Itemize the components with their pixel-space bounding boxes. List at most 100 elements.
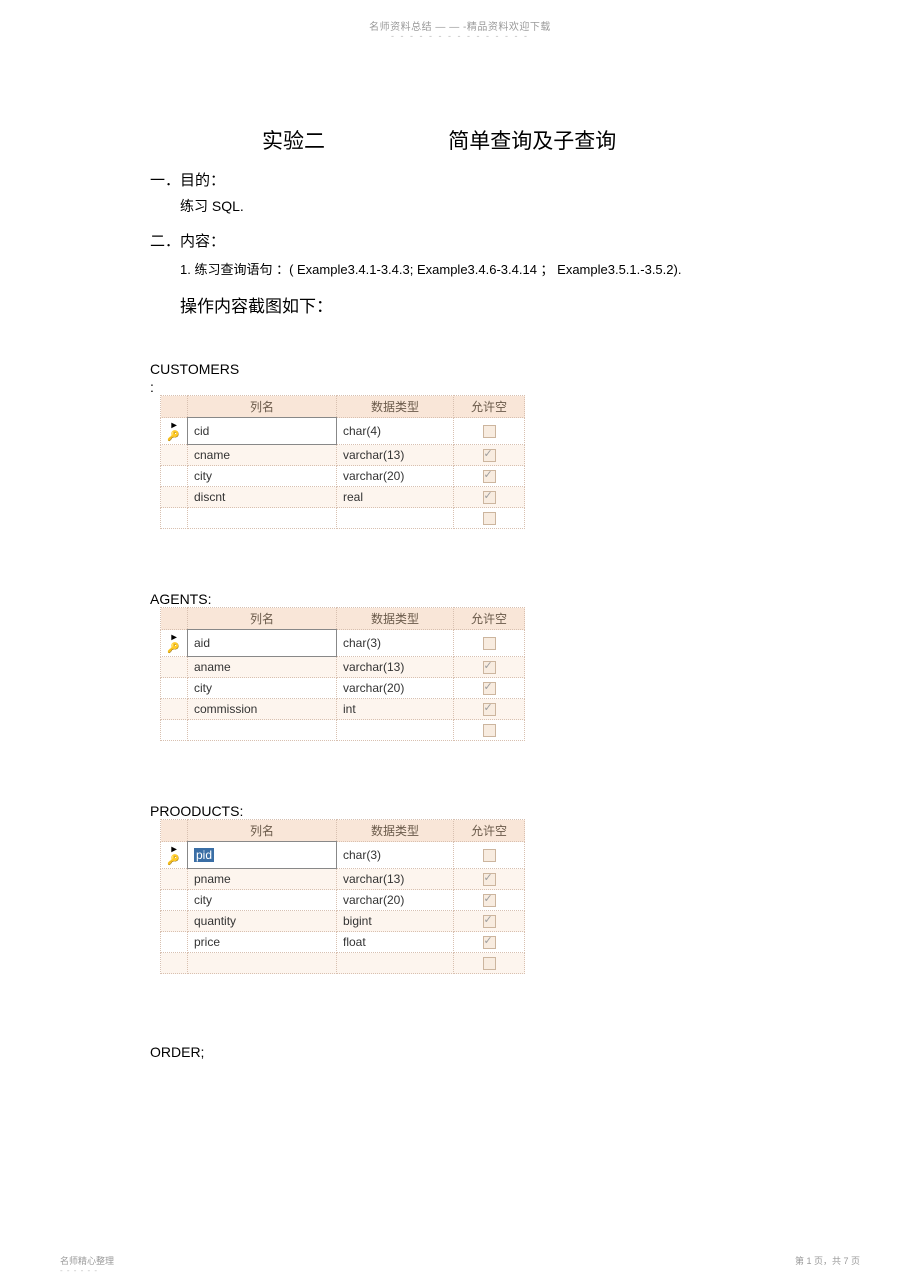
col-null-cell[interactable]	[454, 466, 525, 487]
col-null-cell[interactable]	[454, 487, 525, 508]
col-name-cell[interactable]: city	[188, 890, 337, 911]
row-key-cell: ▸🔑	[161, 418, 188, 445]
checkbox-icon[interactable]	[483, 491, 496, 504]
col-type-header: 数据类型	[337, 608, 454, 630]
col-null-cell[interactable]	[454, 932, 525, 953]
col-name-cell[interactable]: cname	[188, 445, 337, 466]
operation-heading: 操作内容截图如下：	[180, 292, 920, 317]
col-type-cell[interactable]: varchar(13)	[337, 657, 454, 678]
col-type-cell[interactable]: char(3)	[337, 630, 454, 657]
col-null-cell[interactable]	[454, 911, 525, 932]
col-name-cell[interactable]	[188, 953, 337, 974]
col-null-cell[interactable]	[454, 678, 525, 699]
col-type-cell[interactable]: varchar(20)	[337, 890, 454, 911]
col-name-cell[interactable]: city	[188, 466, 337, 487]
col-type-cell[interactable]: char(4)	[337, 418, 454, 445]
col-null-cell[interactable]	[454, 418, 525, 445]
col-type-cell[interactable]	[337, 953, 454, 974]
table-row[interactable]: quantity bigint	[161, 911, 525, 932]
checkbox-icon[interactable]	[483, 894, 496, 907]
col-type-cell[interactable]: float	[337, 932, 454, 953]
table-header-row: 列名 数据类型 允许空	[161, 396, 525, 418]
col-null-cell[interactable]	[454, 720, 525, 741]
col-name-header: 列名	[188, 396, 337, 418]
col-null-cell[interactable]	[454, 869, 525, 890]
table-row[interactable]	[161, 508, 525, 529]
table-row[interactable]	[161, 953, 525, 974]
col-type-cell[interactable]	[337, 720, 454, 741]
col-type-cell[interactable]: varchar(13)	[337, 445, 454, 466]
table-row[interactable]: city varchar(20)	[161, 890, 525, 911]
checkbox-icon[interactable]	[483, 637, 496, 650]
table-row[interactable]: pname varchar(13)	[161, 869, 525, 890]
col-type-cell[interactable]: char(3)	[337, 842, 454, 869]
row-key-cell	[161, 890, 188, 911]
checkbox-icon[interactable]	[483, 512, 496, 525]
row-key-cell	[161, 466, 188, 487]
section2-item1: 1. 练习查询语句 ：( Example3.4.1-3.4.3; Example…	[180, 259, 920, 278]
checkbox-icon[interactable]	[483, 936, 496, 949]
col-type-cell[interactable]: bigint	[337, 911, 454, 932]
checkbox-icon[interactable]	[483, 873, 496, 886]
table-row[interactable]: price float	[161, 932, 525, 953]
checkbox-icon[interactable]	[483, 661, 496, 674]
checkbox-icon[interactable]	[483, 849, 496, 862]
col-name-cell[interactable]: city	[188, 678, 337, 699]
col-type-cell[interactable]: varchar(13)	[337, 869, 454, 890]
col-null-cell[interactable]	[454, 657, 525, 678]
table-row[interactable]: ▸🔑 cid char(4)	[161, 418, 525, 445]
col-name-cell[interactable]: quantity	[188, 911, 337, 932]
col-type-cell[interactable]: varchar(20)	[337, 678, 454, 699]
col-type-cell[interactable]: real	[337, 487, 454, 508]
col-null-cell[interactable]	[454, 890, 525, 911]
table-row[interactable]: city varchar(20)	[161, 678, 525, 699]
col-type-cell[interactable]: varchar(20)	[337, 466, 454, 487]
checkbox-icon[interactable]	[483, 449, 496, 462]
col-null-cell[interactable]	[454, 842, 525, 869]
table-row[interactable]: discnt real	[161, 487, 525, 508]
col-name-cell[interactable]	[188, 508, 337, 529]
table-row[interactable]: city varchar(20)	[161, 466, 525, 487]
row-key-cell	[161, 487, 188, 508]
col-name-cell[interactable]: commission	[188, 699, 337, 720]
col-name-cell[interactable]: aid	[188, 630, 337, 657]
checkbox-icon[interactable]	[483, 957, 496, 970]
col-name-cell[interactable]: discnt	[188, 487, 337, 508]
title-row: 实验二 简单查询及子查询	[0, 125, 920, 155]
col-name-cell[interactable]	[188, 720, 337, 741]
checkbox-icon[interactable]	[483, 724, 496, 737]
col-null-cell[interactable]	[454, 630, 525, 657]
checkbox-icon[interactable]	[483, 682, 496, 695]
agents-table: 列名 数据类型 允许空 ▸🔑 aid char(3) aname varchar…	[160, 607, 525, 741]
col-null-cell[interactable]	[454, 508, 525, 529]
col-type-cell[interactable]	[337, 508, 454, 529]
table-row[interactable]	[161, 720, 525, 741]
checkbox-icon[interactable]	[483, 425, 496, 438]
col-null-cell[interactable]	[454, 445, 525, 466]
table-row[interactable]: ▸🔑 pid char(3)	[161, 842, 525, 869]
table-row[interactable]: commission int	[161, 699, 525, 720]
col-type-header: 数据类型	[337, 396, 454, 418]
col-type-cell[interactable]: int	[337, 699, 454, 720]
row-key-cell: ▸🔑	[161, 630, 188, 657]
selected-text[interactable]: pid	[194, 848, 214, 862]
table-row[interactable]: ▸🔑 aid char(3)	[161, 630, 525, 657]
col-name-cell[interactable]: cid	[188, 418, 337, 445]
col-name-cell[interactable]: aname	[188, 657, 337, 678]
row-key-cell	[161, 911, 188, 932]
checkbox-icon[interactable]	[483, 703, 496, 716]
checkbox-icon[interactable]	[483, 470, 496, 483]
col-name-cell[interactable]: pid	[188, 842, 337, 869]
table-row[interactable]: cname varchar(13)	[161, 445, 525, 466]
row-key-cell: ▸🔑	[161, 842, 188, 869]
col-selector-header	[161, 820, 188, 842]
col-null-cell[interactable]	[454, 953, 525, 974]
checkbox-icon[interactable]	[483, 915, 496, 928]
col-name-cell[interactable]: price	[188, 932, 337, 953]
col-null-cell[interactable]	[454, 699, 525, 720]
table-row[interactable]: aname varchar(13)	[161, 657, 525, 678]
col-name-cell[interactable]: pname	[188, 869, 337, 890]
table-header-row: 列名 数据类型 允许空	[161, 608, 525, 630]
footer-right: 第 1 页，共 7 页	[795, 1254, 860, 1267]
title-left: 实验二	[262, 125, 325, 155]
